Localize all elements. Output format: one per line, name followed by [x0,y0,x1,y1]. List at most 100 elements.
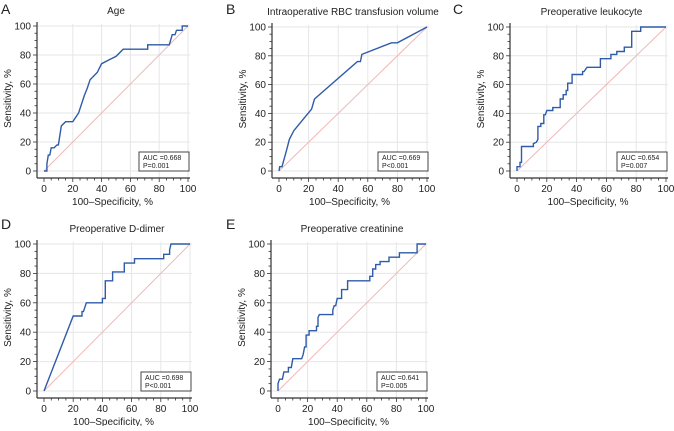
reference-line [43,25,189,172]
y-tick-label: 40 [255,109,267,120]
y-tick-label: 100 [249,23,266,34]
auc-box-frame [376,371,428,392]
y-tick-label: 20 [255,138,267,149]
x-tick-label: 20 [68,404,80,415]
auc-value: AUC =0.668 [143,155,181,162]
y-tick-label: 80 [254,269,266,280]
y-tick-label: 100 [248,240,265,251]
x-tick-label: 0 [276,184,282,195]
p-value: P=0.001 [143,163,169,170]
x-tick-label: 60 [126,404,138,415]
y-tick-label: 40 [20,328,32,339]
x-tick-label: 40 [96,184,108,195]
x-tick-label: 0 [41,404,47,415]
roc-curve [43,243,190,392]
panel-letter: D [1,216,11,232]
y-tick-label: 80 [20,51,32,62]
y-axis-label: Sensitivity, % [237,288,248,347]
y-tick-label: 20 [20,138,32,149]
x-tick-label: 40 [333,184,345,195]
reference-line [278,26,428,172]
y-tick-label: 60 [255,80,267,91]
auc-value: AUC =0.641 [381,375,419,382]
x-tick-label: 60 [362,184,374,195]
chart-title: Preoperative creatinine [301,224,404,235]
auc-value: AUC =0.669 [382,155,420,162]
x-tick-label: 60 [601,184,613,195]
auc-box-frame [138,151,190,172]
x-tick-label: 80 [154,184,166,195]
x-tick-label: 0 [514,184,520,195]
x-axis-label: 100–Specificity, % [308,417,389,426]
roc-panel-b: 00 20 20 40 40 60 60 80 80 100 100 B Intraoperative … [226,1,439,208]
x-tick-label: 100 [658,184,674,195]
x-axis-label: 100–Specificity, % [73,417,154,426]
x-tick-label: 80 [392,184,404,195]
y-axis-label: Sensitivity, % [476,70,487,129]
y-tick-label: 0 [259,387,265,398]
x-axis-label: 100–Specificity, % [309,197,390,208]
auc-box-frame [140,371,192,392]
p-value: P=0.007 [621,163,647,170]
reference-line [43,243,191,392]
y-tick-label: 20 [20,357,32,368]
y-tick-label: 20 [254,357,266,368]
x-tick-label: 20 [303,184,315,195]
y-tick-label: 100 [14,22,31,33]
y-tick-label: 20 [493,138,505,149]
chart-title: Preoperative leukocyte [541,7,643,18]
x-tick-label: 20 [67,184,79,195]
auc-box-frame [616,151,668,172]
x-tick-label: 40 [332,404,344,415]
chart-title: Preoperative D-dimer [69,224,165,235]
y-tick-label: 80 [493,51,505,62]
y-tick-label: 60 [20,298,32,309]
x-tick-label: 20 [302,404,314,415]
chart-title: Age [107,6,125,17]
p-value: P<0.001 [382,163,408,170]
auc-box-frame [377,151,429,172]
y-tick-label: 80 [20,269,32,280]
y-tick-label: 0 [260,167,266,178]
x-tick-label: 40 [571,184,583,195]
y-tick-label: 0 [25,167,31,178]
y-tick-label: 80 [255,51,267,62]
reference-line [516,26,667,172]
roc-curve [278,26,428,172]
x-tick-label: 20 [541,184,553,195]
y-tick-label: 100 [14,240,31,251]
auc-value: AUC =0.654 [621,155,659,162]
x-tick-label: 80 [631,184,643,195]
y-tick-label: 100 [487,23,504,34]
x-axis-label: 100–Specificity, % [548,197,629,208]
roc-panel-c: 00 20 20 40 40 60 60 80 80 100 100 C Preoperative le… [453,1,674,208]
x-tick-label: 60 [125,184,137,195]
x-tick-label: 100 [419,184,436,195]
roc-panel-e: 00 20 20 40 40 60 60 80 80 100 100 E Preoperative cr… [226,216,435,428]
roc-curve [277,243,426,391]
chart-title: Intraoperative RBC transfusion volume [267,7,439,18]
y-tick-label: 40 [493,109,505,120]
y-axis-label: Sensitivity, % [3,69,14,128]
roc-curve [516,26,666,171]
y-axis-label: Sensitivity, % [238,70,249,129]
panel-letter: B [226,1,235,17]
y-tick-label: 60 [254,298,266,309]
p-value: P=0.005 [381,383,407,390]
x-tick-label: 100 [180,184,197,195]
roc-curve [44,25,188,172]
x-tick-label: 0 [275,404,281,415]
x-tick-label: 60 [361,404,373,415]
x-tick-label: 80 [391,404,403,415]
y-tick-label: 0 [25,387,31,398]
y-tick-label: 60 [20,80,32,91]
x-tick-label: 100 [182,404,199,415]
